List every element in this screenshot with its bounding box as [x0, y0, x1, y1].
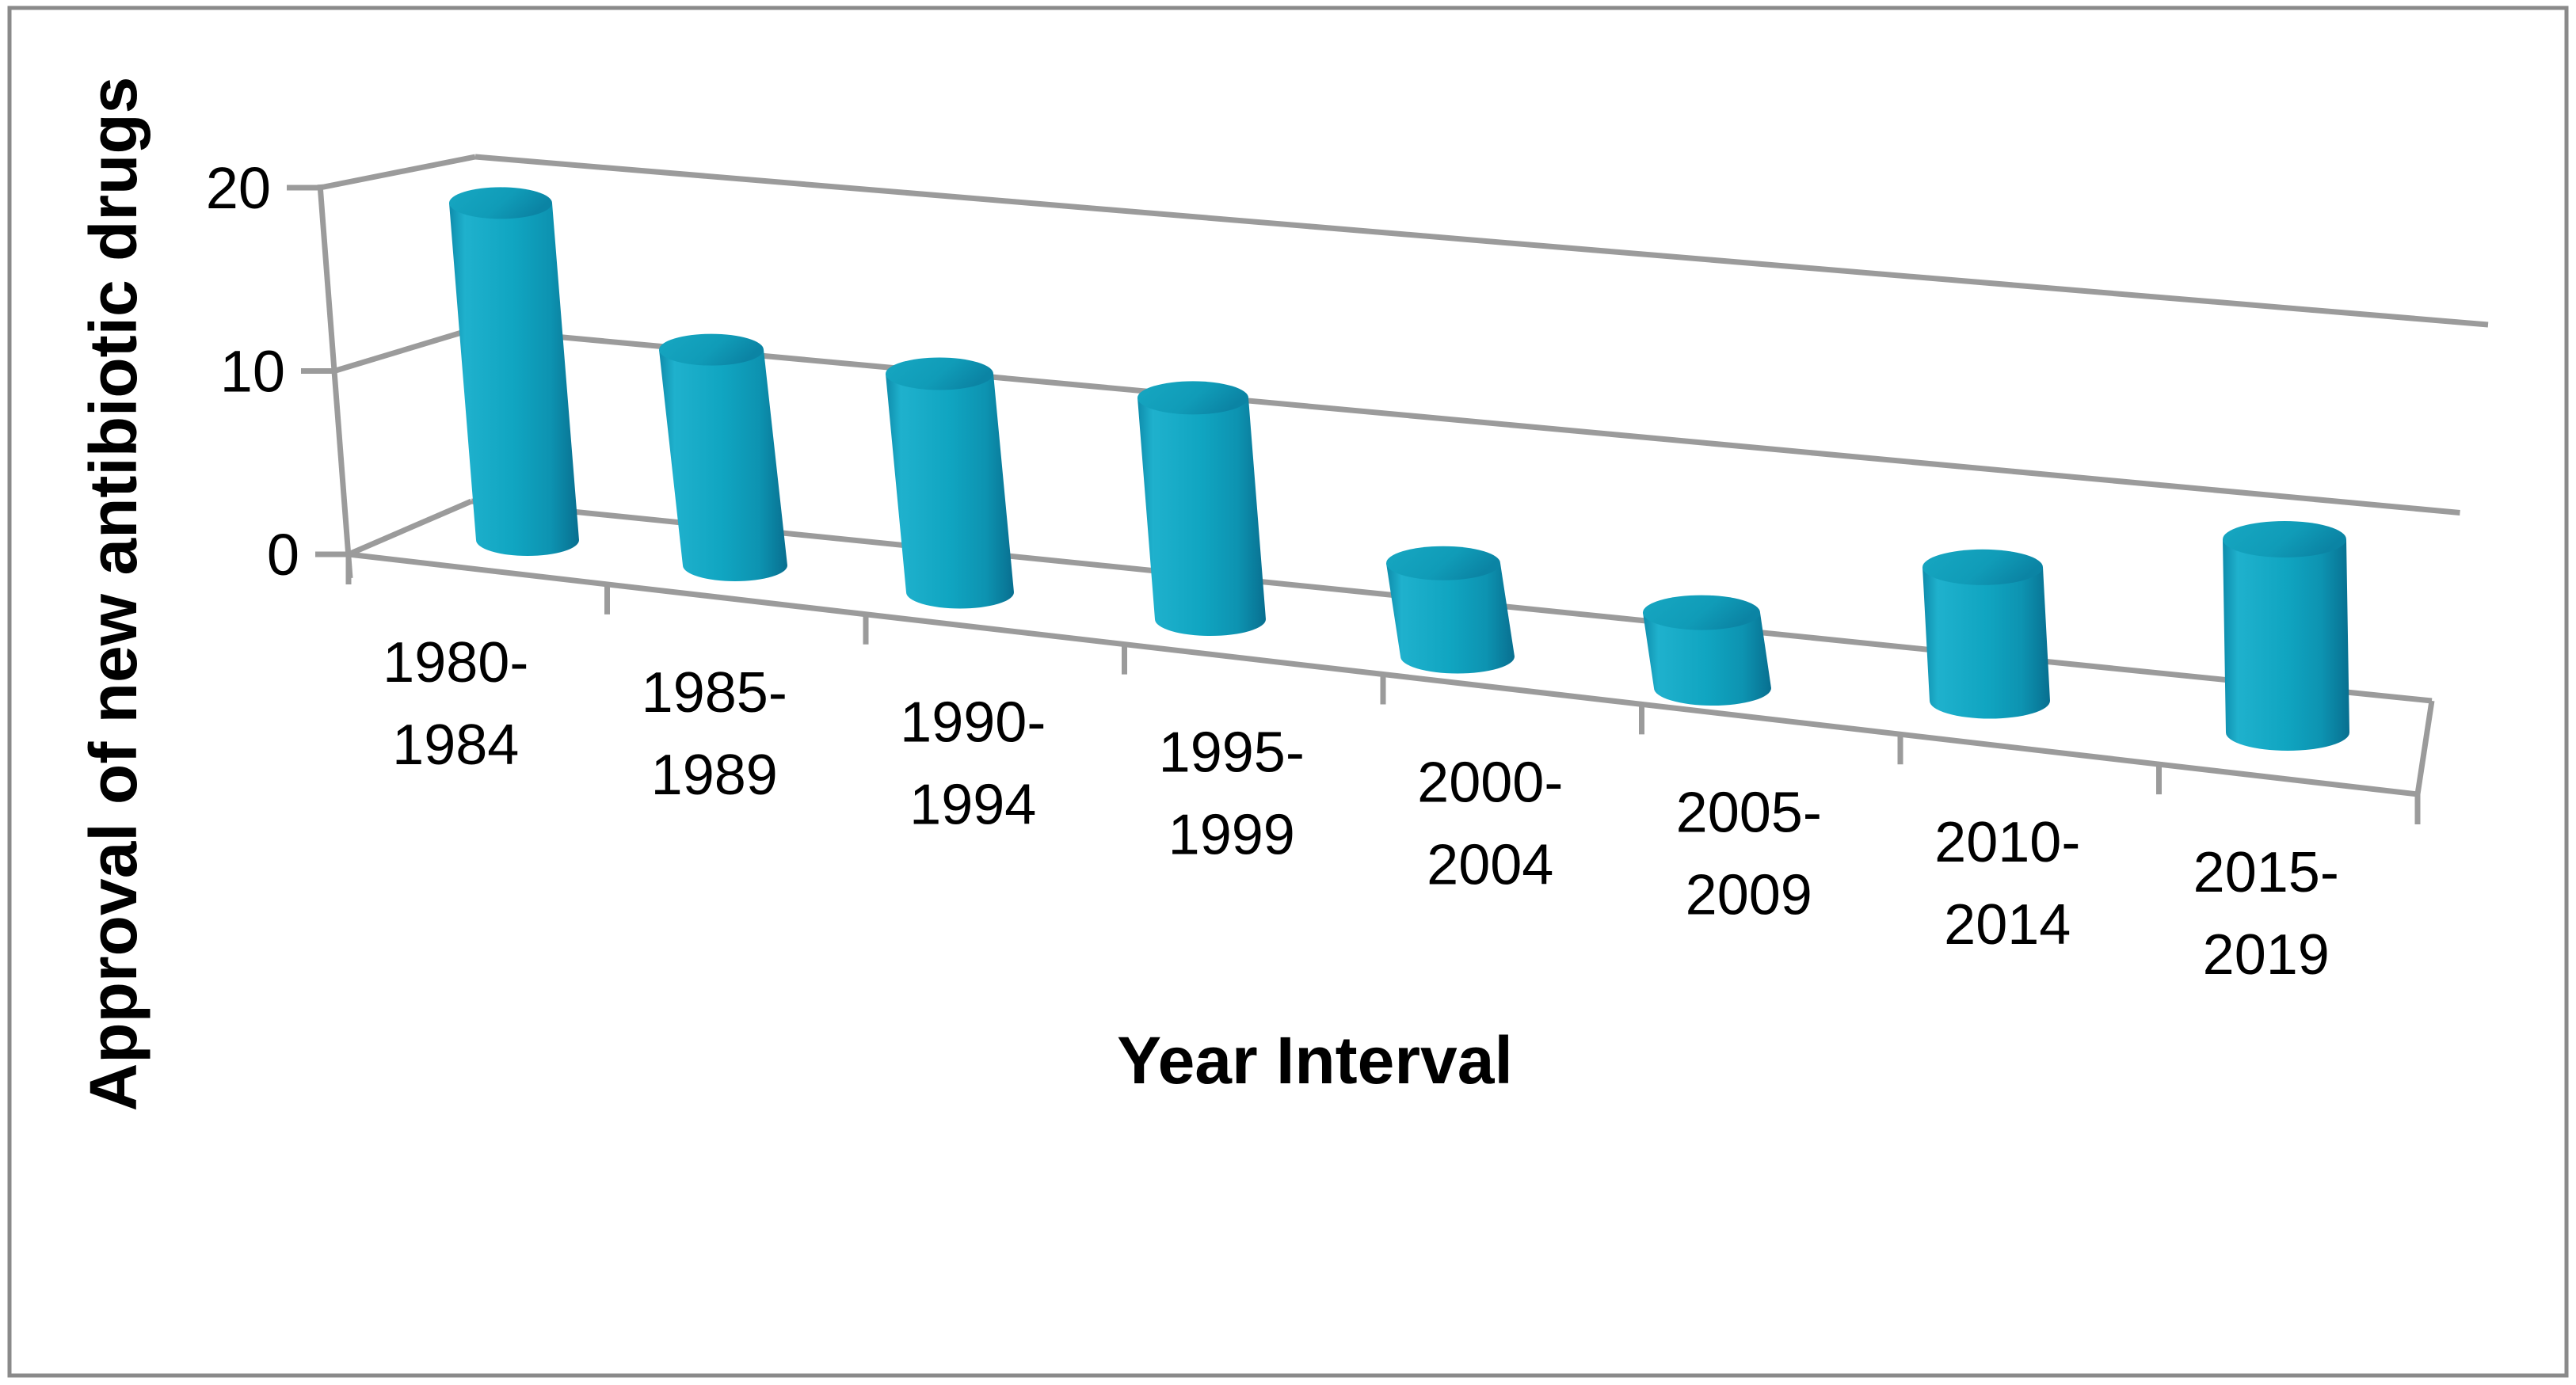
cylinder-bars: [449, 187, 2349, 751]
value-axis-line: [317, 184, 353, 579]
cylinder-body: [1386, 563, 1515, 674]
category-tick-label-line2: 2004: [1427, 833, 1553, 896]
category-tick-label-line1: 2005-: [1676, 781, 1822, 844]
category-tick-label-line1: 2000-: [1417, 751, 1563, 814]
cylinder-top: [2223, 521, 2346, 557]
cylinder-body: [659, 349, 787, 581]
gridline-depth-connector: [319, 154, 476, 191]
figure-border: [7, 6, 2569, 1378]
cylinder-bar: [1922, 549, 2050, 719]
cylinder-top: [659, 333, 764, 366]
cylinder-bar: [659, 333, 787, 581]
category-tick-label-line1: 1980-: [383, 631, 528, 694]
cylinder-bar: [449, 187, 579, 556]
cylinder-top: [1137, 381, 1248, 415]
cylinder-top: [449, 187, 552, 219]
gridline-depth-connector: [333, 326, 474, 374]
cylinder-body: [1922, 567, 2050, 719]
x-axis-title: Year Interval: [1117, 1023, 1513, 1098]
back-wall-gridline: [474, 154, 2489, 328]
cylinder-top: [1922, 549, 2043, 585]
floor-right-edge: [2414, 700, 2435, 795]
cylinder-body: [1137, 398, 1266, 636]
cylinder-body: [886, 374, 1014, 609]
cylinder-bar: [1137, 381, 1266, 636]
gridline-depth-connector: [347, 498, 473, 557]
y-axis-title: Approval of new antibiotic drugs: [76, 77, 151, 1112]
category-tick-label-line2: 1999: [1168, 804, 1295, 867]
y-tick-label: 10: [220, 339, 285, 405]
cylinder-body: [1643, 612, 1771, 706]
category-tick-label-line2: 2019: [2203, 923, 2330, 987]
axes-and-gridlines: [287, 154, 2489, 824]
y-tick-label: 20: [206, 155, 271, 221]
category-tick-label-line1: 2010-: [1934, 811, 2080, 874]
category-tick-label-line1: 1990-: [900, 691, 1046, 755]
category-tick-label-line2: 1989: [651, 744, 778, 807]
cylinder-bar: [886, 357, 1014, 609]
cylinder-body: [449, 203, 579, 556]
y-tick-label: 0: [267, 522, 299, 588]
category-tick-label-line2: 2014: [1944, 893, 2071, 957]
cylinder-bar: [1643, 595, 1771, 706]
category-tick-label-line2: 2009: [1686, 863, 1812, 927]
cylinder-top: [1386, 546, 1500, 580]
cylinder-top: [1643, 595, 1760, 630]
back-wall-gridline: [473, 326, 2460, 516]
category-tick-label-line1: 1985-: [642, 661, 787, 725]
category-tick-label-line2: 1984: [392, 713, 519, 777]
cylinder-bar: [2223, 521, 2349, 751]
cylinder-top: [886, 357, 993, 390]
category-tick-label-line1: 1995-: [1159, 721, 1305, 785]
category-tick-label-line1: 2015-: [2193, 841, 2339, 904]
cylinder-bar: [1386, 546, 1515, 674]
category-tick-label-line2: 1994: [909, 774, 1036, 837]
cylinder-body: [2223, 539, 2349, 751]
axis-tick-labels: 0 10 20 1980- 1984 1985- 1989 1990- 1994 1995- 199…: [206, 155, 2339, 987]
